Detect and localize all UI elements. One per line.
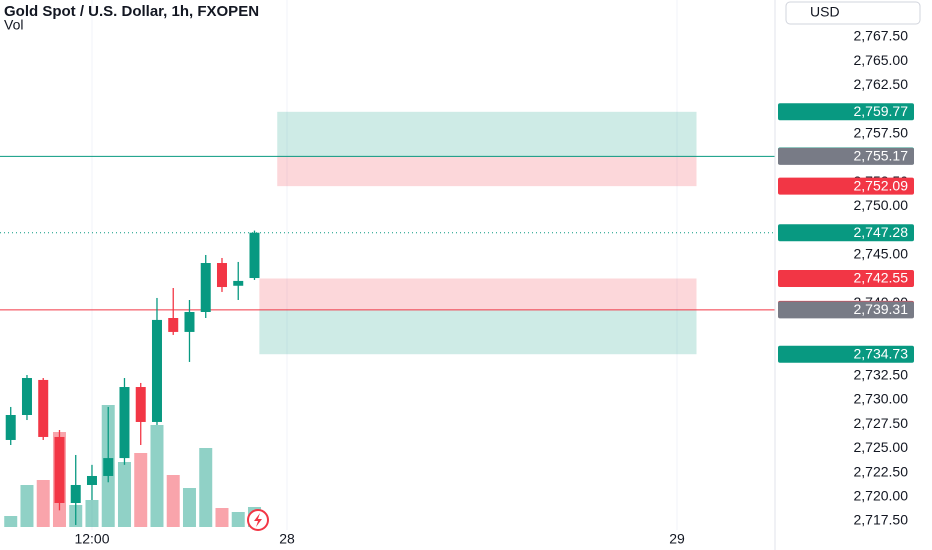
price-label-box	[778, 301, 914, 319]
candle-body	[119, 387, 130, 459]
y-tick-label: 2,725.00	[854, 439, 909, 455]
candle-body	[249, 232, 260, 279]
loss-zone	[259, 278, 697, 310]
y-tick-label: 2,757.50	[854, 124, 909, 140]
candle-body	[168, 318, 179, 332]
candle-body	[70, 484, 81, 503]
price-label-box	[778, 345, 914, 363]
volume-bar	[166, 475, 180, 527]
candle-body	[233, 280, 244, 286]
candle-body	[184, 311, 195, 332]
volume-bar	[215, 508, 229, 527]
y-tick-label: 2,750.00	[854, 197, 909, 213]
x-tick-label: 28	[279, 531, 295, 547]
price-label-box	[778, 177, 914, 195]
volume-bar	[36, 480, 50, 527]
chart-title: Gold Spot / U.S. Dollar, 1h, FXOPEN	[4, 3, 259, 20]
y-tick-label: 2,730.00	[854, 391, 909, 407]
x-tick-label: 12:00	[74, 531, 109, 547]
candle-body	[103, 458, 114, 476]
price-label: 2,755.17	[854, 148, 909, 164]
plot-layer	[0, 0, 775, 530]
candle-body	[21, 378, 32, 415]
x-tick-label: 29	[669, 531, 685, 547]
alert-icon[interactable]	[247, 509, 269, 531]
price-label-box	[778, 270, 914, 288]
y-tick-label: 2,732.50	[854, 366, 909, 382]
candle-body	[86, 475, 97, 485]
candle-body	[200, 263, 211, 312]
price-label-box	[778, 147, 914, 165]
y-tick-label: 2,717.50	[854, 512, 909, 528]
y-tick-label: 2,767.50	[854, 28, 909, 44]
volume-bar	[182, 488, 196, 527]
volume-bar	[4, 516, 18, 527]
price-label: 2,759.77	[854, 103, 909, 119]
currency-box[interactable]	[785, 1, 921, 25]
loss-zone	[277, 155, 697, 187]
volume-bar	[85, 500, 99, 527]
price-label: 2,739.31	[854, 301, 909, 317]
price-label-box	[778, 103, 914, 121]
price-label-box	[778, 224, 914, 242]
profit-zone	[259, 309, 697, 355]
candle-body	[54, 436, 65, 503]
y-tick-label: 2,765.00	[854, 52, 909, 68]
y-tick-label: 2,745.00	[854, 245, 909, 261]
volume-bar	[20, 485, 34, 527]
price-label: 2,752.09	[854, 177, 909, 193]
volume-bar	[134, 453, 148, 527]
candle-body	[38, 379, 49, 437]
price-label: 2,742.55	[854, 270, 909, 286]
currency[interactable]: USD	[810, 4, 840, 20]
chart-subtitle: Vol	[4, 17, 23, 33]
price-label: 2,747.28	[854, 224, 909, 240]
volume-bar	[117, 462, 131, 527]
volume-bar	[199, 448, 213, 527]
volume-bar	[231, 512, 245, 527]
candle-body	[151, 319, 162, 422]
y-tick-label: 2,722.50	[854, 463, 909, 479]
price-label: 2,734.73	[854, 345, 909, 361]
y-tick-label: 2,762.50	[854, 76, 909, 92]
candle-body	[5, 414, 16, 440]
y-tick-label: 2,727.50	[854, 415, 909, 431]
candle-body	[135, 387, 146, 422]
candle-body	[216, 263, 227, 288]
volume-bar	[150, 425, 164, 527]
y-tick-label: 2,720.00	[854, 487, 909, 503]
profit-zone	[277, 111, 697, 156]
